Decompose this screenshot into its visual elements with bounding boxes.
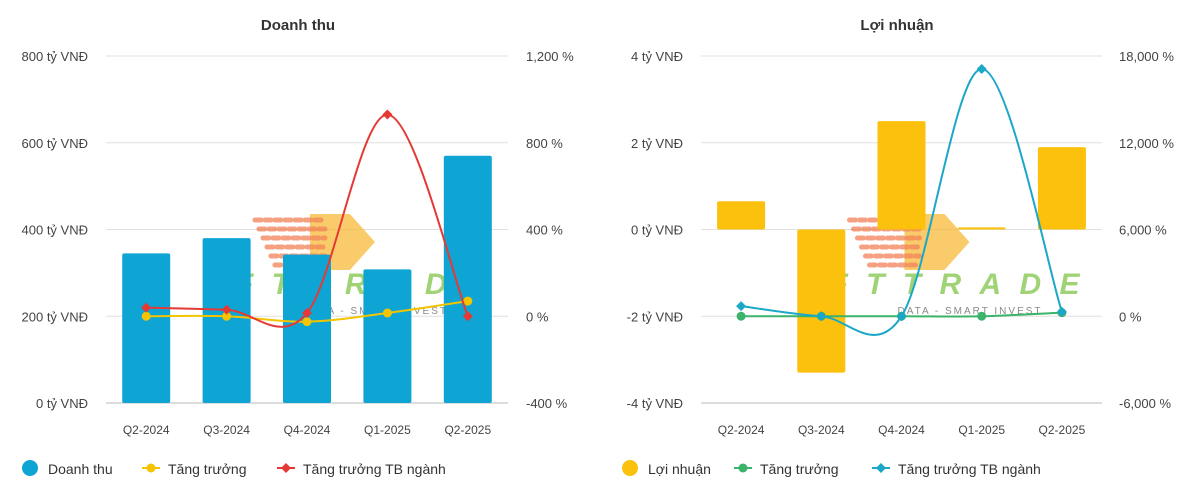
x-tick-label: Q2-2025 (1039, 423, 1086, 437)
bar-lợi-nhuận-2 (877, 121, 926, 230)
y-right-tick-label: 18,000 % (1119, 49, 1174, 64)
legend-swatch (622, 460, 638, 476)
bar-lợi-nhuận-4 (1037, 147, 1086, 230)
bar-doanh-thu-4 (443, 155, 492, 403)
x-tick-label: Q2-2024 (718, 423, 765, 437)
legend-item-1[interactable]: Tăng trưởng (142, 461, 246, 477)
legend-label: Doanh thu (48, 461, 113, 477)
chart-panel-1: Doanh thu 0 tỷ VNĐ 200 tỷ VNĐ 400 tỷ VNĐ 600… (22, 17, 575, 477)
y-right-tick-label: 0 % (1119, 309, 1142, 324)
y-right-tick-label: 6,000 % (1119, 223, 1167, 238)
series-point-2-3[interactable] (382, 109, 393, 120)
y-right-tick-label: 0 % (526, 309, 549, 324)
legend-label: Tăng trưởng (760, 461, 838, 477)
bar-lợi-nhuận-3 (957, 227, 1006, 230)
legend-swatch-marker (738, 463, 748, 473)
legend-label: Tăng trưởng TB ngành (303, 461, 446, 477)
series-point-2-4[interactable] (462, 311, 473, 322)
series-point-1-0[interactable] (736, 311, 746, 321)
y-left-tick-label: 0 tỷ VNĐ (36, 396, 88, 411)
legend-item-2[interactable]: Tăng trưởng TB ngành (277, 461, 446, 477)
series-point-2-2[interactable] (302, 307, 312, 318)
bar-lợi-nhuận-1 (797, 229, 846, 373)
x-tick-label: Q4-2024 (284, 423, 331, 437)
series-point-2-2[interactable] (896, 311, 907, 322)
legend-label: Tăng trưởng TB ngành (898, 461, 1041, 477)
legend-item-2[interactable]: Tăng trưởng TB ngành (872, 461, 1041, 477)
series-point-1-1[interactable] (222, 311, 232, 321)
y-right-tick-label: 800 % (526, 136, 563, 151)
series-point-1-4[interactable] (463, 296, 473, 306)
series-point-1-2[interactable] (302, 317, 312, 327)
watermark-brand: FTTRADE (829, 268, 1080, 301)
bar-lợi-nhuận-0 (717, 201, 766, 230)
chart-title: Lợi nhuận (860, 17, 933, 34)
legend-item-0[interactable]: Lợi nhuận (622, 460, 711, 477)
y-left-tick-label: 600 tỷ VNĐ (22, 136, 88, 151)
legend: Lợi nhuận Tăng trưởng Tăng trưởng TB ngành (622, 460, 1041, 477)
series-point-2-0[interactable] (141, 302, 152, 313)
y-left-tick-label: -4 tỷ VNĐ (627, 396, 683, 411)
legend-label: Tăng trưởng (168, 461, 246, 477)
series-point-1-3[interactable] (977, 311, 987, 321)
y-right-tick-label: 12,000 % (1119, 136, 1174, 151)
x-tick-label: Q2-2024 (123, 423, 170, 437)
watermark-tagline: DATA - SMART INVEST (897, 306, 1042, 317)
legend-swatch (22, 460, 38, 476)
y-right-tick-label: 400 % (526, 223, 563, 238)
y-right-tick-label: 1,200 % (526, 49, 574, 64)
legend-swatch-marker (876, 463, 886, 473)
y-right-tick-label: -400 % (526, 396, 568, 411)
series-point-2-4[interactable] (1056, 306, 1067, 317)
series-point-2-1[interactable] (221, 304, 232, 315)
legend-swatch-marker (146, 463, 156, 473)
bar-doanh-thu-3 (363, 269, 412, 403)
legend-item-1[interactable]: Tăng trưởng (734, 461, 838, 477)
series-point-2-0[interactable] (736, 301, 747, 312)
y-right-tick-label: -6,000 % (1119, 396, 1171, 411)
x-tick-label: Q3-2024 (203, 423, 250, 437)
x-tick-label: Q1-2025 (958, 423, 1005, 437)
y-left-tick-label: 800 tỷ VNĐ (22, 49, 88, 64)
bar-doanh-thu-0 (122, 253, 171, 403)
y-left-tick-label: 2 tỷ VNĐ (631, 136, 683, 151)
legend-item-0[interactable]: Doanh thu (22, 460, 113, 477)
x-tick-label: Q2-2025 (444, 423, 491, 437)
x-tick-label: Q4-2024 (878, 423, 925, 437)
series-point-2-1[interactable] (816, 311, 827, 322)
y-left-tick-label: 0 tỷ VNĐ (631, 223, 683, 238)
chart-panel-2: Lợi nhuận -4 tỷ VNĐ -2 tỷ VNĐ 0 tỷ VNĐ 2 tỷ … (622, 17, 1174, 477)
y-left-tick-label: 200 tỷ VNĐ (22, 309, 88, 324)
legend-swatch-marker (281, 463, 291, 473)
x-tick-label: Q1-2025 (364, 423, 411, 437)
series-point-1-3[interactable] (382, 308, 392, 318)
series-point-1-0[interactable] (141, 311, 151, 321)
x-tick-label: Q3-2024 (798, 423, 845, 437)
y-left-tick-label: 4 tỷ VNĐ (631, 49, 683, 64)
y-left-tick-label: 400 tỷ VNĐ (22, 223, 88, 238)
legend: Doanh thu Tăng trưởng Tăng trưởng TB ngành (22, 460, 446, 477)
series-point-2-3[interactable] (976, 64, 987, 75)
y-left-tick-label: -2 tỷ VNĐ (627, 309, 683, 324)
legend-label: Lợi nhuận (648, 461, 711, 477)
chart-title: Doanh thu (261, 17, 335, 34)
